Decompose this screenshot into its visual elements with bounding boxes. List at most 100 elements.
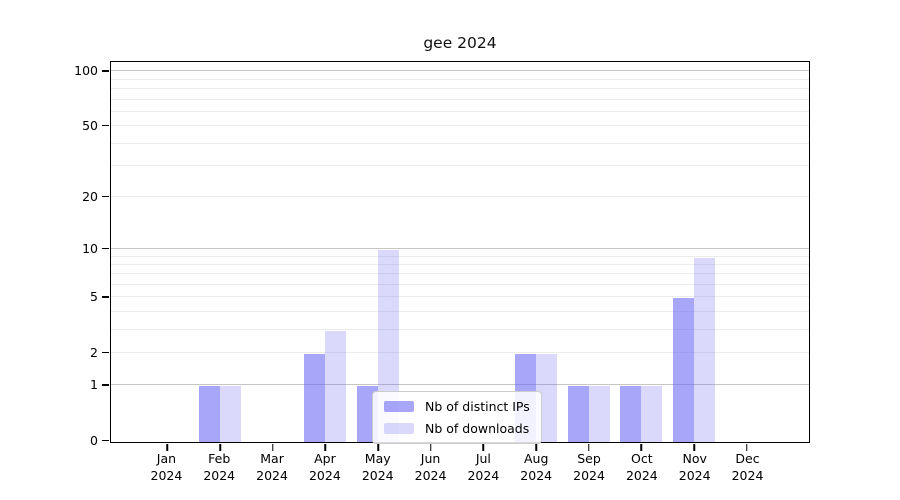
x-tick-mark bbox=[535, 444, 537, 451]
year-label: 2024 bbox=[520, 467, 553, 483]
month-label: Mar bbox=[260, 451, 284, 466]
legend: Nb of distinct IPs Nb of downloads bbox=[372, 391, 542, 444]
gridline bbox=[111, 296, 809, 298]
chart-title: gee 2024 bbox=[423, 34, 497, 52]
month-slot bbox=[720, 62, 773, 451]
gridline bbox=[111, 196, 809, 198]
month-slot bbox=[404, 62, 457, 451]
gridline bbox=[111, 98, 809, 100]
month-label: Nov bbox=[682, 451, 707, 466]
x-tick-mark bbox=[429, 444, 432, 451]
month-label: Jun bbox=[420, 451, 441, 466]
bar bbox=[567, 386, 589, 442]
gridline bbox=[111, 110, 809, 112]
bar bbox=[673, 298, 695, 442]
gridline bbox=[111, 263, 809, 265]
x-tick-label: Aug 2024 bbox=[510, 451, 563, 485]
x-tick-mark bbox=[219, 444, 221, 451]
month-label: Oct bbox=[631, 451, 653, 466]
y-tick-label: 0 bbox=[90, 432, 98, 448]
month-label: Jan bbox=[156, 451, 177, 466]
bar bbox=[304, 354, 326, 442]
gridline bbox=[111, 125, 809, 127]
x-tick-mark bbox=[693, 444, 695, 451]
y-tick-mark bbox=[102, 384, 109, 386]
x-tick-mark bbox=[324, 444, 327, 451]
x-tick-label: Sep 2024 bbox=[563, 451, 616, 485]
bar bbox=[325, 331, 347, 442]
month-slot bbox=[194, 62, 247, 451]
x-tick-mark bbox=[271, 444, 274, 451]
x-tick-label: Mar 2024 bbox=[246, 451, 299, 485]
gridline bbox=[111, 273, 809, 275]
month-label: Jul bbox=[475, 451, 491, 466]
y-tick-mark bbox=[102, 195, 109, 198]
legend-label: Nb of distinct IPs bbox=[425, 399, 530, 414]
x-tick-mark bbox=[166, 444, 169, 451]
x-tick-label: Apr 2024 bbox=[298, 451, 351, 485]
year-label: 2024 bbox=[678, 467, 711, 483]
x-tick-label: May 2024 bbox=[351, 451, 404, 485]
gridline bbox=[111, 284, 809, 286]
bar-group bbox=[567, 386, 610, 442]
x-tick-label: Jan 2024 bbox=[140, 451, 193, 485]
y-tick-mark bbox=[102, 247, 109, 250]
x-tick-label: Feb 2024 bbox=[193, 451, 246, 485]
year-label: 2024 bbox=[731, 467, 764, 483]
gridline bbox=[111, 384, 809, 386]
x-tick-label: Nov 2024 bbox=[668, 451, 721, 485]
year-label: 2024 bbox=[361, 467, 394, 483]
legend-item: Nb of distinct IPs bbox=[384, 399, 530, 414]
y-tick-label: 100 bbox=[74, 62, 98, 78]
gridline bbox=[111, 70, 809, 72]
gridline bbox=[111, 351, 809, 353]
bar bbox=[199, 386, 220, 442]
month-slot bbox=[562, 62, 615, 451]
month-label: Dec bbox=[735, 451, 760, 466]
month-slot bbox=[352, 62, 405, 451]
y-tick-label: 2 bbox=[90, 344, 98, 360]
x-tick-mark bbox=[640, 444, 643, 451]
y-tick-label: 10 bbox=[82, 240, 98, 256]
bar bbox=[620, 386, 642, 442]
gridline bbox=[111, 142, 809, 144]
y-tick-label: 20 bbox=[82, 188, 98, 204]
year-label: 2024 bbox=[256, 467, 288, 483]
month-label: Sep bbox=[577, 451, 601, 466]
y-tick-mark bbox=[102, 70, 109, 72]
x-tick-mark bbox=[377, 444, 379, 451]
bar-group bbox=[673, 258, 716, 442]
month-label: Apr bbox=[314, 451, 336, 466]
year-label: 2024 bbox=[467, 467, 500, 483]
x-tick-mark bbox=[745, 444, 748, 451]
gridline bbox=[111, 328, 809, 330]
legend-label: Nb of downloads bbox=[425, 421, 530, 436]
y-tick-mark bbox=[102, 439, 109, 442]
gridline bbox=[111, 311, 809, 313]
y-tick-label: 50 bbox=[82, 117, 98, 133]
gridline bbox=[111, 87, 809, 89]
bars-row bbox=[111, 62, 809, 451]
gridline bbox=[111, 255, 809, 257]
month-slot bbox=[615, 62, 668, 451]
y-tick-mark bbox=[102, 124, 109, 127]
y-tick-label: 5 bbox=[90, 289, 98, 305]
y-tick-mark bbox=[102, 351, 109, 354]
legend-item: Nb of downloads bbox=[384, 421, 530, 436]
y-tick-mark bbox=[102, 296, 109, 298]
bar bbox=[641, 386, 663, 442]
plot-area: Nb of distinct IPs Nb of downloads bbox=[110, 61, 810, 451]
month-label: Aug bbox=[524, 451, 549, 466]
month-slot bbox=[141, 62, 194, 451]
legend-swatch-downloads bbox=[384, 423, 414, 434]
y-tick-label: 1 bbox=[90, 377, 98, 393]
year-label: 2024 bbox=[203, 467, 236, 483]
bar bbox=[220, 386, 241, 442]
year-label: 2024 bbox=[308, 467, 341, 483]
x-tick-mark bbox=[482, 444, 485, 451]
month-slot bbox=[668, 62, 721, 451]
x-tick-mark bbox=[587, 444, 590, 451]
year-label: 2024 bbox=[414, 467, 447, 483]
month-slot bbox=[457, 62, 510, 451]
month-label: May bbox=[364, 451, 391, 466]
